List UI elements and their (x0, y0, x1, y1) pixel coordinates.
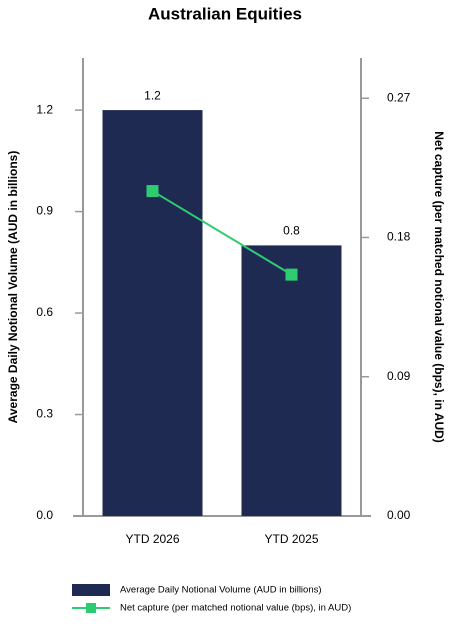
y-tick-label: 0.3 (36, 407, 53, 421)
bar-value-label: 1.2 (144, 88, 161, 102)
y-tick-label: 0.0 (36, 508, 53, 522)
legend-label: Net capture (per matched notional value … (120, 603, 351, 614)
y-axis-title: Average Daily Notional Volume (AUD in bi… (6, 151, 20, 424)
bar (241, 245, 342, 516)
y2-tick-label: 0.09 (387, 369, 411, 383)
chart-title: Australian Equities (148, 4, 302, 23)
line-marker (146, 185, 159, 198)
legend-swatch (72, 584, 110, 596)
y2-tick-label: 0.00 (387, 508, 411, 522)
line-marker (285, 268, 298, 281)
bar (102, 110, 203, 516)
y-tick-label: 1.2 (36, 102, 53, 116)
legend-swatch (86, 603, 96, 613)
line (151, 190, 293, 276)
legend-label: Average Daily Notional Volume (AUD in bi… (120, 585, 322, 596)
y2-tick-label: 0.18 (387, 230, 411, 244)
y-tick-label: 0.6 (36, 305, 53, 319)
x-tick-label: YTD 2026 (125, 532, 179, 546)
bar-value-label: 0.8 (283, 224, 300, 238)
y-tick-label: 0.9 (36, 204, 53, 218)
y2-axis-title: Net capture (per matched notional value … (432, 131, 446, 443)
y2-tick-label: 0.27 (387, 90, 411, 104)
x-tick-label: YTD 2025 (264, 532, 318, 546)
